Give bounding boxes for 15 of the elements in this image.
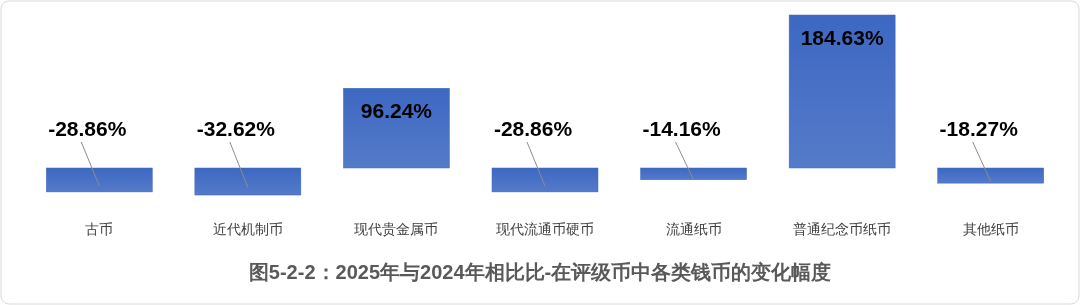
x-tick-label: 流通纸币 (665, 221, 722, 237)
data-label: 96.24% (360, 99, 433, 123)
data-label: -28.86% (493, 117, 573, 140)
data-label: -28.86% (48, 117, 127, 140)
x-tick-label: 近代机制币 (212, 221, 283, 237)
x-tick-label: 现代贵金属币 (354, 221, 439, 237)
x-tick-label: 现代流通币硬币 (496, 221, 594, 237)
data-label: -18.27% (939, 117, 1019, 140)
data-label: 184.63% (800, 26, 884, 49)
text: 图5-2-2：2025年与2024年相比比-在评级币中各类钱币的变化幅度 (248, 261, 832, 283)
x-tick-label: 其他纸币 (962, 221, 1019, 237)
x-tick-label: 普通纪念币纸币 (793, 221, 892, 237)
data-label: -14.16% (642, 117, 722, 140)
data-label: -32.62% (196, 117, 276, 140)
x-tick-label: 古币 (85, 221, 114, 237)
